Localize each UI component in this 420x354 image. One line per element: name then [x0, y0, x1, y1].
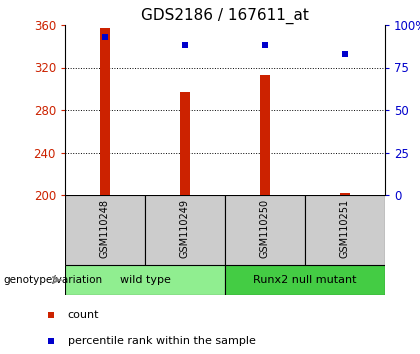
Bar	[305, 195, 385, 265]
Bar	[340, 193, 350, 195]
Text: percentile rank within the sample: percentile rank within the sample	[68, 336, 256, 346]
Text: wild type: wild type	[120, 275, 171, 285]
Bar	[65, 195, 145, 265]
Bar	[145, 195, 225, 265]
Bar	[225, 265, 385, 295]
Bar	[180, 92, 190, 195]
Text: genotype/variation: genotype/variation	[3, 275, 102, 285]
Title: GDS2186 / 167611_at: GDS2186 / 167611_at	[141, 7, 309, 24]
Text: GSM110248: GSM110248	[100, 199, 110, 258]
Text: count: count	[68, 310, 100, 320]
Bar	[260, 75, 270, 195]
Text: GSM110249: GSM110249	[180, 199, 190, 258]
Bar	[225, 195, 305, 265]
Bar	[100, 28, 110, 195]
Bar	[65, 265, 225, 295]
Text: Runx2 null mutant: Runx2 null mutant	[253, 275, 357, 285]
Text: GSM110251: GSM110251	[340, 199, 350, 258]
Text: GSM110250: GSM110250	[260, 199, 270, 258]
